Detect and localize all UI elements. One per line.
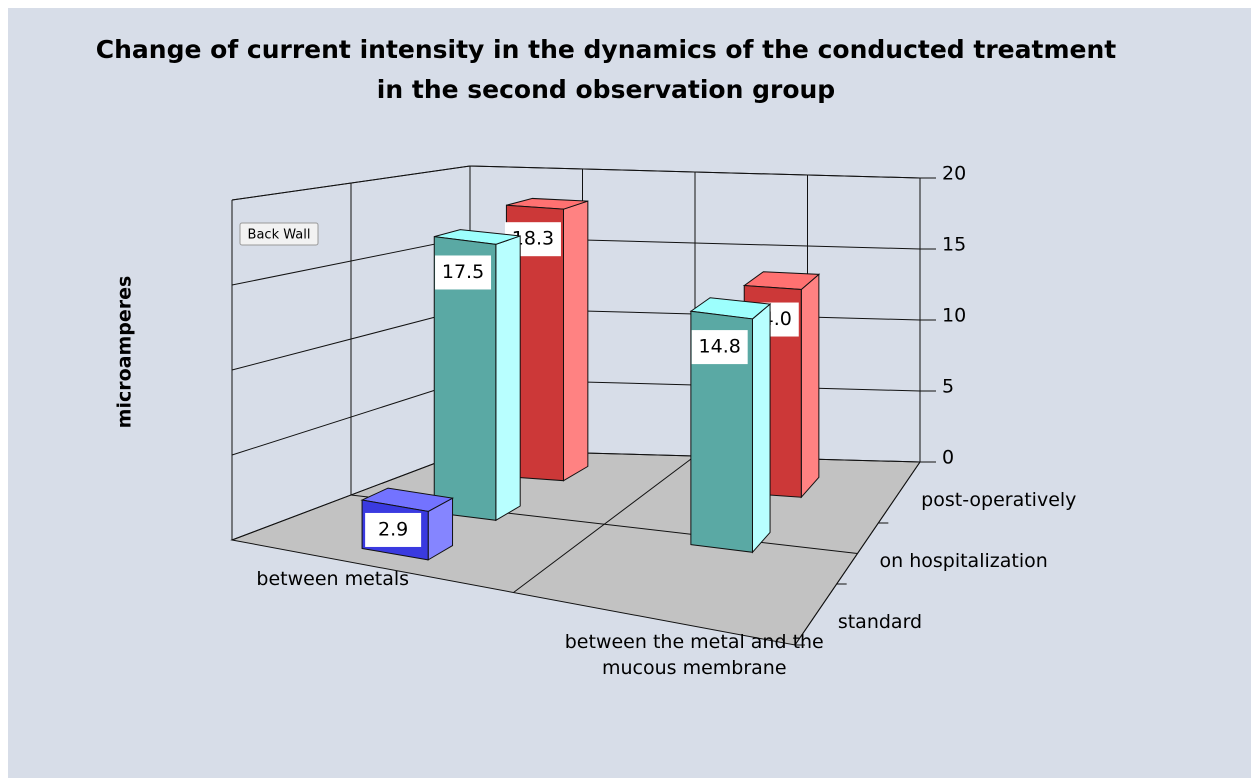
tooltip-box <box>239 222 319 246</box>
bar-side <box>495 235 521 522</box>
data-label-box <box>691 330 748 365</box>
y-tick-label: 0 <box>942 447 954 469</box>
x-tick-label: between metals <box>256 568 410 591</box>
chart-title: Change of current intensity in the dynam… <box>95 35 1117 104</box>
y-tick-label: 15 <box>942 234 966 256</box>
legend-label: post-operatively <box>921 489 1076 511</box>
depth-axis <box>794 461 921 646</box>
data-label: 18.3 <box>512 228 554 250</box>
bar <box>690 310 753 553</box>
x-tick-label-box: between the metal and the mucous membran… <box>564 630 824 679</box>
y-axis-label: microamperes <box>114 276 136 429</box>
bar-side <box>800 273 820 499</box>
tooltip: Back Wall <box>248 228 311 243</box>
data-label-box <box>365 512 422 547</box>
chart-area <box>8 8 1251 778</box>
legend-label: standard <box>838 611 922 633</box>
y-tick-label: 5 <box>942 376 954 398</box>
data-label: 2.9 <box>378 518 408 540</box>
bar <box>433 236 497 521</box>
bar-side <box>562 200 589 482</box>
x-tick-label-box: between metals <box>256 568 410 591</box>
grid-line <box>231 165 921 201</box>
y-tick-label: 10 <box>942 305 966 327</box>
bar-side <box>751 302 771 554</box>
data-label: 14.8 <box>699 336 741 358</box>
data-label-box <box>435 255 492 290</box>
data-label: 17.5 <box>442 261 484 283</box>
x-tick-label: between the metal and the mucous membran… <box>564 630 824 679</box>
y-tick-label: 20 <box>942 163 966 185</box>
legend-label: on hospitalization <box>880 550 1048 572</box>
